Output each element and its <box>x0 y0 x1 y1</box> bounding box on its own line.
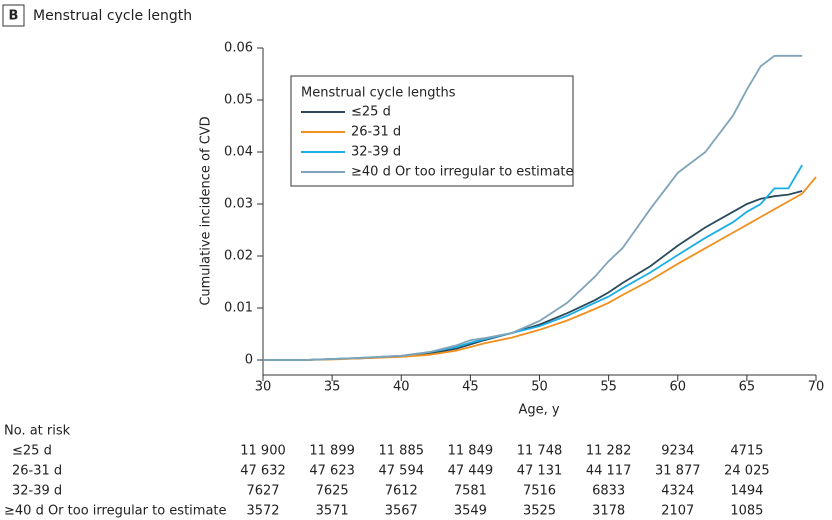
y-tick-label: 0.05 <box>224 93 253 108</box>
x-tick-label: 50 <box>531 380 548 395</box>
risk-value: 47 131 <box>517 464 563 479</box>
risk-row-label: 26-31 d <box>12 464 62 479</box>
risk-value: 3571 <box>316 504 349 519</box>
risk-value: 7612 <box>385 484 418 499</box>
series-line <box>263 54 803 361</box>
y-tick-label: 0.02 <box>224 249 253 264</box>
risk-value: 3178 <box>592 504 625 519</box>
risk-value: 11 849 <box>448 444 494 459</box>
risk-value: 6833 <box>592 484 625 499</box>
y-tick-label: 0.03 <box>224 197 253 212</box>
risk-value: 3567 <box>385 504 418 519</box>
risk-value: 24 025 <box>724 464 770 479</box>
legend-label: ≤25 d <box>351 105 391 120</box>
x-tick-label: 70 <box>808 380 825 395</box>
legend-label: 26-31 d <box>351 125 401 140</box>
y-tick-label: 0.06 <box>224 41 253 56</box>
y-tick-label: 0.01 <box>224 301 253 316</box>
risk-value: 4324 <box>661 484 694 499</box>
panel-label: B <box>9 9 19 24</box>
risk-value: 1494 <box>730 484 763 499</box>
legend-label: 32-39 d <box>351 145 401 160</box>
risk-value: 1085 <box>730 504 763 519</box>
risk-value: 9234 <box>661 444 694 459</box>
y-tick-label: 0 <box>245 353 253 368</box>
risk-table-title: No. at risk <box>4 424 71 439</box>
series-line <box>263 164 803 361</box>
risk-value: 47 632 <box>240 464 286 479</box>
legend-title: Menstrual cycle lengths <box>301 86 456 101</box>
risk-value: 3525 <box>523 504 556 519</box>
risk-value: 11 899 <box>309 444 355 459</box>
x-tick-label: 30 <box>255 380 272 395</box>
x-axis-label: Age, y <box>518 403 559 418</box>
x-tick-label: 65 <box>739 380 756 395</box>
y-tick-label: 0.04 <box>224 145 253 160</box>
risk-value: 7625 <box>316 484 349 499</box>
risk-value: 2107 <box>661 504 694 519</box>
panel-box <box>2 4 25 27</box>
risk-value: 4715 <box>730 444 763 459</box>
risk-value: 7581 <box>454 484 487 499</box>
risk-value: 7516 <box>523 484 556 499</box>
chart-title: Menstrual cycle length <box>33 8 192 24</box>
risk-value: 11 900 <box>240 444 286 459</box>
y-axis-label: Cumulative incidence of CVD <box>199 116 214 305</box>
x-tick-label: 35 <box>324 380 341 395</box>
x-tick-label: 45 <box>462 380 479 395</box>
risk-row-label: ≥40 d Or too irregular to estimate <box>4 504 227 519</box>
risk-row-label: ≤25 d <box>12 444 52 459</box>
risk-value: 11 748 <box>517 444 563 459</box>
risk-value: 47 594 <box>379 464 425 479</box>
series-line <box>263 176 817 361</box>
x-tick-label: 60 <box>669 380 686 395</box>
legend-label: ≥40 d Or too irregular to estimate <box>351 165 574 180</box>
risk-value: 7627 <box>246 484 279 499</box>
risk-value: 31 877 <box>655 464 701 479</box>
risk-value: 11 885 <box>379 444 425 459</box>
risk-value: 3572 <box>246 504 279 519</box>
series-line <box>263 190 803 361</box>
x-tick-label: 55 <box>600 380 617 395</box>
risk-value: 47 449 <box>448 464 494 479</box>
risk-value: 44 117 <box>586 464 632 479</box>
risk-row-label: 32-39 d <box>12 484 62 499</box>
risk-value: 47 623 <box>309 464 355 479</box>
x-tick-label: 40 <box>393 380 410 395</box>
risk-value: 3549 <box>454 504 487 519</box>
risk-value: 11 282 <box>586 444 632 459</box>
